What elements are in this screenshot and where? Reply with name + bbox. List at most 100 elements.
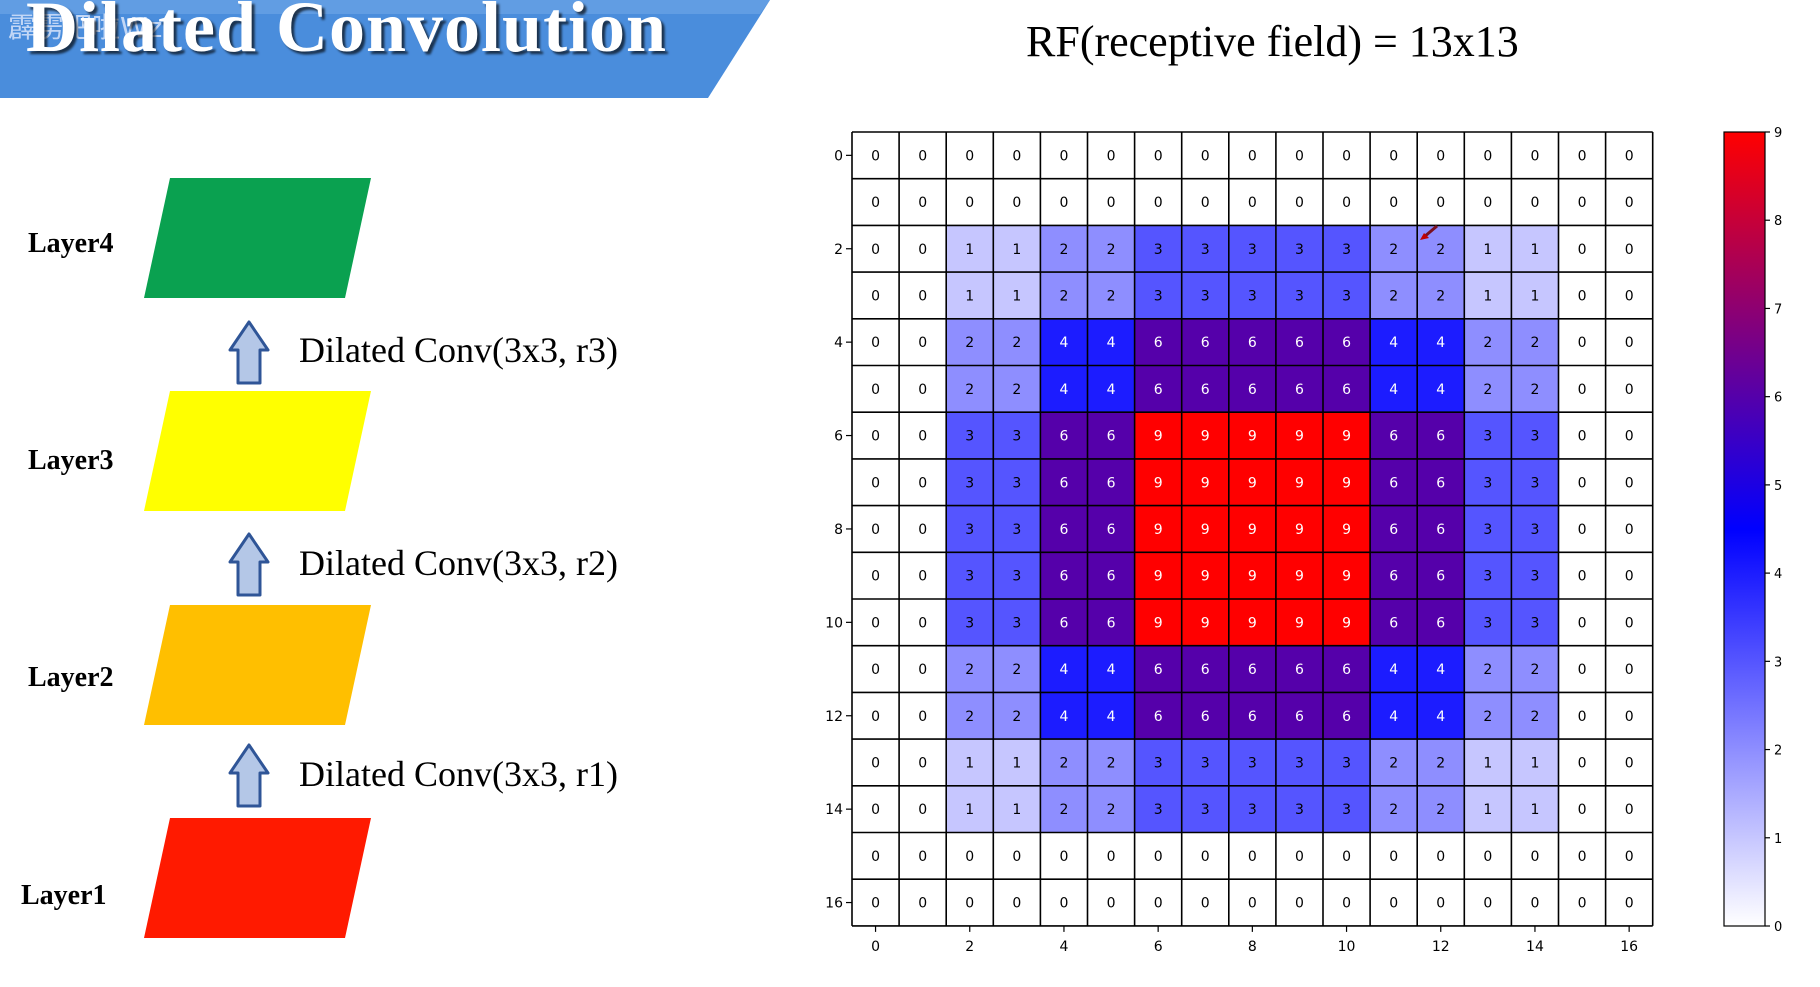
heatmap-cell-value: 0 <box>871 148 880 164</box>
heatmap-cell-value: 3 <box>1530 475 1539 491</box>
heatmap-cell <box>1511 505 1559 553</box>
heatmap-cell-value: 0 <box>1578 662 1587 678</box>
heatmap-cell-value: 6 <box>1295 709 1304 725</box>
heatmap-cell <box>1275 832 1324 880</box>
heatmap-cell <box>1040 739 1088 787</box>
heatmap-cell-value: 1 <box>1012 242 1021 258</box>
heatmap-cell <box>1134 645 1183 693</box>
heatmap-cell-value: 0 <box>1342 896 1351 912</box>
heatmap-cell-value: 3 <box>1154 242 1163 258</box>
heatmap-cell-value: 9 <box>1342 429 1351 445</box>
heatmap-cell-value: 4 <box>1389 709 1398 725</box>
heatmap-cell <box>1040 458 1088 507</box>
heatmap-cell-value: 0 <box>1295 896 1304 912</box>
heatmap-cell <box>1605 739 1654 787</box>
heatmap-cell-value: 0 <box>1248 896 1257 912</box>
heatmap-cell <box>1040 178 1088 226</box>
heatmap-cell <box>1605 505 1654 553</box>
heatmap-cell <box>1464 365 1512 413</box>
heatmap-cell-value: 3 <box>965 569 974 585</box>
heatmap-cell <box>1275 412 1324 460</box>
heatmap-cell-value: 0 <box>871 335 880 351</box>
heatmap-cell <box>1275 458 1324 507</box>
heatmap-cell-value: 0 <box>871 569 880 585</box>
heatmap-cell-value: 0 <box>1436 849 1445 865</box>
layer4-label: Layer4 <box>28 228 114 259</box>
heatmap-cell-value: 0 <box>1436 148 1445 164</box>
heatmap-cell <box>1464 692 1512 740</box>
heatmap-cell <box>852 645 900 693</box>
heatmap-cell <box>899 739 947 787</box>
heatmap-cell-value: 0 <box>965 148 974 164</box>
heatmap-cell <box>1040 272 1088 320</box>
colorbar-tick-label: 8 <box>1774 214 1782 229</box>
heatmap-cell <box>1040 832 1088 880</box>
heatmap-cell-value: 6 <box>1107 569 1116 585</box>
heatmap-cell-value: 9 <box>1295 615 1304 631</box>
heatmap-cell <box>1558 879 1607 927</box>
x-tick-label: 2 <box>965 939 974 955</box>
heatmap-cell-value: 0 <box>1012 896 1021 912</box>
heatmap-cell-value: 0 <box>918 475 927 491</box>
heatmap-cell-value: 0 <box>871 522 880 538</box>
heatmap-cell-value: 0 <box>1107 195 1116 211</box>
heatmap-cell <box>1370 365 1418 413</box>
heatmap-cell-value: 2 <box>1530 335 1539 351</box>
heatmap-cell-value: 0 <box>1530 195 1539 211</box>
heatmap-cell <box>1511 132 1559 180</box>
heatmap-cell <box>1323 318 1371 366</box>
heatmap-cell-value: 0 <box>1530 148 1539 164</box>
heatmap-cell <box>1417 458 1465 507</box>
y-tick-label: 4 <box>834 335 843 351</box>
heatmap-cell <box>1605 832 1654 880</box>
heatmap-cell-value: 0 <box>1625 709 1634 725</box>
heatmap-cell <box>1417 225 1465 273</box>
heatmap-cell <box>1370 552 1418 600</box>
heatmap-cell-value: 6 <box>1389 475 1398 491</box>
heatmap-cell-value: 9 <box>1201 475 1210 491</box>
heatmap-cell-value: 6 <box>1389 615 1398 631</box>
heatmap-cell-value: 6 <box>1201 382 1210 398</box>
heatmap-cell-value: 6 <box>1059 615 1068 631</box>
heatmap-cell <box>899 692 947 740</box>
heatmap-cell-value: 0 <box>918 382 927 398</box>
heatmap-cell <box>1323 272 1371 320</box>
heatmap-cell-value: 6 <box>1201 709 1210 725</box>
heatmap-cell-value: 0 <box>965 849 974 865</box>
heatmap-cell-value: 0 <box>1578 569 1587 585</box>
heatmap-cell-value: 0 <box>1107 849 1116 865</box>
x-tick-label: 0 <box>871 939 880 955</box>
heatmap-cell-value: 0 <box>1342 148 1351 164</box>
heatmap-cell <box>852 178 900 226</box>
heatmap-cell <box>946 318 994 366</box>
heatmap-cell-value: 6 <box>1342 662 1351 678</box>
heatmap-cell-value: 3 <box>965 522 974 538</box>
heatmap-cell-value: 9 <box>1201 429 1210 445</box>
heatmap-cell-value: 3 <box>1248 802 1257 818</box>
heatmap-cell-value: 0 <box>1059 849 1068 865</box>
heatmap-cell-value: 4 <box>1059 709 1068 725</box>
heatmap-cell-value: 0 <box>1154 148 1163 164</box>
heatmap-cell <box>852 879 900 927</box>
heatmap-cell-value: 3 <box>1483 569 1492 585</box>
heatmap-cell <box>1558 132 1607 180</box>
heatmap-cell-value: 0 <box>1625 849 1634 865</box>
heatmap-cell <box>1605 458 1654 507</box>
page-title: Dilated Convolution <box>26 0 668 67</box>
heatmap-cell <box>852 132 900 180</box>
heatmap-cell <box>1464 412 1512 460</box>
heatmap-cell <box>1181 318 1230 366</box>
heatmap-cell <box>946 505 994 553</box>
heatmap-cell <box>1228 692 1277 740</box>
heatmap-cell-value: 1 <box>1530 242 1539 258</box>
heatmap-cell-value: 6 <box>1248 335 1257 351</box>
heatmap-cell <box>1605 879 1654 927</box>
heatmap-cell <box>1417 552 1465 600</box>
heatmap-cell-value: 4 <box>1059 662 1068 678</box>
heatmap-cell-value: 1 <box>1012 288 1021 304</box>
heatmap-cell <box>1558 365 1607 413</box>
heatmap-cell <box>899 645 947 693</box>
heatmap-cell <box>852 832 900 880</box>
arrow-up-icon <box>228 532 270 597</box>
heatmap-cell-value: 0 <box>1578 709 1587 725</box>
